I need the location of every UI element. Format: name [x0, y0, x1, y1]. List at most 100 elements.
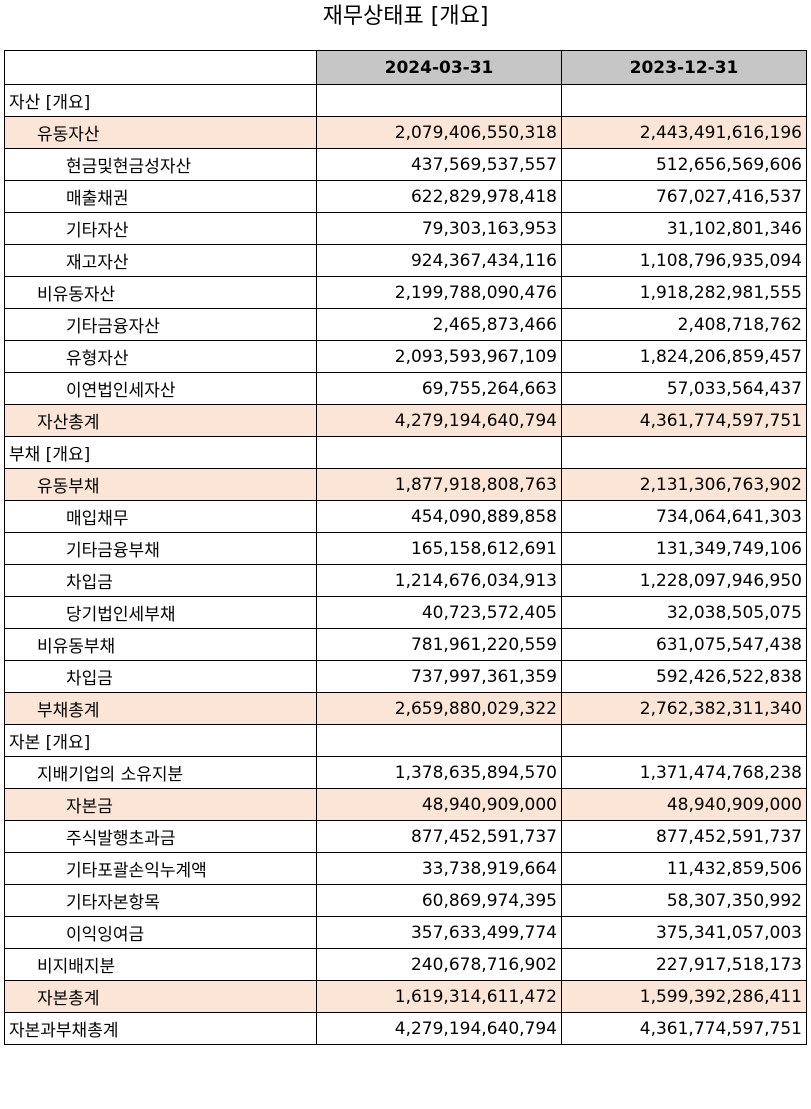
- value-2024-03-31: 240,678,716,902: [316, 948, 562, 981]
- value-2024-03-31: 1,214,676,034,913: [316, 564, 562, 597]
- value-2023-12-31: 31,102,801,346: [561, 212, 807, 245]
- row-label: 이연법인세자산: [4, 372, 317, 405]
- page-title: 재무상태표 [개요]: [322, 4, 489, 29]
- row-label: 주식발행초과금: [4, 820, 317, 853]
- value-2023-12-31: 4,361,774,597,751: [561, 404, 807, 437]
- value-2024-03-31: 60,869,974,395: [316, 884, 562, 917]
- value-2024-03-31: 40,723,572,405: [316, 596, 562, 629]
- row-label: 기타자산: [4, 212, 317, 245]
- row-label: 재고자산: [4, 244, 317, 277]
- row-label: 자본총계: [4, 980, 317, 1013]
- value-2023-12-31: 631,075,547,438: [561, 628, 807, 661]
- row-label: 부채총계: [4, 692, 317, 725]
- row-label: 이익잉여금: [4, 916, 317, 949]
- table-row: 자본금 48,940,909,000 48,940,909,000: [4, 788, 807, 821]
- value-2023-12-31: 1,108,796,935,094: [561, 244, 807, 277]
- value-2023-12-31: 1,371,474,768,238: [561, 756, 807, 789]
- value-2024-03-31: 33,738,919,664: [316, 852, 562, 885]
- value-2023-12-31: 375,341,057,003: [561, 916, 807, 949]
- value-2024-03-31: 2,093,593,967,109: [316, 340, 562, 373]
- value-2024-03-31: 2,079,406,550,318: [316, 116, 562, 149]
- value-2024-03-31: 924,367,434,116: [316, 244, 562, 277]
- value-2023-12-31: [561, 84, 807, 117]
- table-row: 기타금융자산 2,465,873,466 2,408,718,762: [4, 308, 807, 341]
- row-label: 자본과부채총계: [4, 1012, 317, 1045]
- value-2023-12-31: 58,307,350,992: [561, 884, 807, 917]
- value-2024-03-31: 2,465,873,466: [316, 308, 562, 341]
- row-label: 기타자본항목: [4, 884, 317, 917]
- table-row: 차입금 1,214,676,034,913 1,228,097,946,950: [4, 564, 807, 597]
- value-2023-12-31: 48,940,909,000: [561, 788, 807, 821]
- row-label: 차입금: [4, 564, 317, 597]
- row-label: 유형자산: [4, 340, 317, 373]
- value-2024-03-31: [316, 84, 562, 117]
- table-row: 비유동부채 781,961,220,559 631,075,547,438: [4, 628, 807, 661]
- row-label: 자본 [개요]: [4, 724, 317, 757]
- value-2024-03-31: 437,569,537,557: [316, 148, 562, 181]
- table-row: 부채 [개요]: [4, 436, 807, 469]
- row-label: 기타금융부채: [4, 532, 317, 565]
- value-2023-12-31: 4,361,774,597,751: [561, 1012, 807, 1045]
- value-2024-03-31: 79,303,163,953: [316, 212, 562, 245]
- value-2024-03-31: 2,659,880,029,322: [316, 692, 562, 725]
- value-2024-03-31: 4,279,194,640,794: [316, 1012, 562, 1045]
- value-2023-12-31: 1,228,097,946,950: [561, 564, 807, 597]
- value-2024-03-31: 4,279,194,640,794: [316, 404, 562, 437]
- table-row: 기타자산 79,303,163,953 31,102,801,346: [4, 212, 807, 245]
- row-label: 기타포괄손익누계액: [4, 852, 317, 885]
- value-2023-12-31: 2,762,382,311,340: [561, 692, 807, 725]
- value-2024-03-31: 454,090,889,858: [316, 500, 562, 533]
- row-label: 기타금융자산: [4, 308, 317, 341]
- value-2024-03-31: 48,940,909,000: [316, 788, 562, 821]
- table-row: 자산총계 4,279,194,640,794 4,361,774,597,751: [4, 404, 807, 437]
- value-2024-03-31: 165,158,612,691: [316, 532, 562, 565]
- table-row: 당기법인세부채 40,723,572,405 32,038,505,075: [4, 596, 807, 629]
- table-row: 매출채권 622,829,978,418 767,027,416,537: [4, 180, 807, 213]
- table-row: 주식발행초과금 877,452,591,737 877,452,591,737: [4, 820, 807, 853]
- row-label: 자산총계: [4, 404, 317, 437]
- value-2024-03-31: [316, 724, 562, 757]
- value-2024-03-31: 1,378,635,894,570: [316, 756, 562, 789]
- value-2023-12-31: 131,349,749,106: [561, 532, 807, 565]
- table-row: 기타금융부채 165,158,612,691 131,349,749,106: [4, 532, 807, 565]
- table-row: 기타자본항목 60,869,974,395 58,307,350,992: [4, 884, 807, 917]
- value-2023-12-31: [561, 724, 807, 757]
- table-row: 유동부채 1,877,918,808,763 2,131,306,763,902: [4, 468, 807, 501]
- table-row: 유동자산 2,079,406,550,318 2,443,491,616,196: [4, 116, 807, 149]
- row-label: 매입채무: [4, 500, 317, 533]
- value-2024-03-31: 781,961,220,559: [316, 628, 562, 661]
- header-row: 2024-03-31 2023-12-31: [4, 50, 807, 85]
- value-2023-12-31: 11,432,859,506: [561, 852, 807, 885]
- value-2023-12-31: 2,131,306,763,902: [561, 468, 807, 501]
- row-label: 매출채권: [4, 180, 317, 213]
- table-row: 이연법인세자산 69,755,264,663 57,033,564,437: [4, 372, 807, 405]
- value-2023-12-31: [561, 436, 807, 469]
- table-row: 지배기업의 소유지분 1,378,635,894,570 1,371,474,768…: [4, 756, 807, 789]
- value-2023-12-31: 227,917,518,173: [561, 948, 807, 981]
- table-row: 기타포괄손익누계액 33,738,919,664 11,432,859,506: [4, 852, 807, 885]
- table-row: 유형자산 2,093,593,967,109 1,824,206,859,457: [4, 340, 807, 373]
- value-2024-03-31: 1,877,918,808,763: [316, 468, 562, 501]
- value-2023-12-31: 1,824,206,859,457: [561, 340, 807, 373]
- value-2023-12-31: 767,027,416,537: [561, 180, 807, 213]
- row-label: 비지배지분: [4, 948, 317, 981]
- table-row: 이익잉여금 357,633,499,774 375,341,057,003: [4, 916, 807, 949]
- value-2023-12-31: 1,599,392,286,411: [561, 980, 807, 1013]
- value-2024-03-31: 69,755,264,663: [316, 372, 562, 405]
- table-row: 비유동자산 2,199,788,090,476 1,918,282,981,555: [4, 276, 807, 309]
- row-label: 현금및현금성자산: [4, 148, 317, 181]
- row-label: 자본금: [4, 788, 317, 821]
- value-2023-12-31: 592,426,522,838: [561, 660, 807, 693]
- table-row: 자산 [개요]: [4, 84, 807, 117]
- value-2023-12-31: 512,656,569,606: [561, 148, 807, 181]
- table-row: 자본과부채총계 4,279,194,640,794 4,361,774,597,75…: [4, 1012, 807, 1045]
- value-2024-03-31: 1,619,314,611,472: [316, 980, 562, 1013]
- value-2024-03-31: 877,452,591,737: [316, 820, 562, 853]
- table-row: 매입채무 454,090,889,858 734,064,641,303: [4, 500, 807, 533]
- table-body: 자산 [개요] 유동자산 2,079,406,550,318 2,443,491,61…: [4, 84, 807, 1045]
- value-2023-12-31: 2,443,491,616,196: [561, 116, 807, 149]
- table-row: 자본총계 1,619,314,611,472 1,599,392,286,411: [4, 980, 807, 1013]
- value-2024-03-31: 737,997,361,359: [316, 660, 562, 693]
- table-header: 2024-03-31 2023-12-31: [4, 50, 807, 85]
- value-2024-03-31: 622,829,978,418: [316, 180, 562, 213]
